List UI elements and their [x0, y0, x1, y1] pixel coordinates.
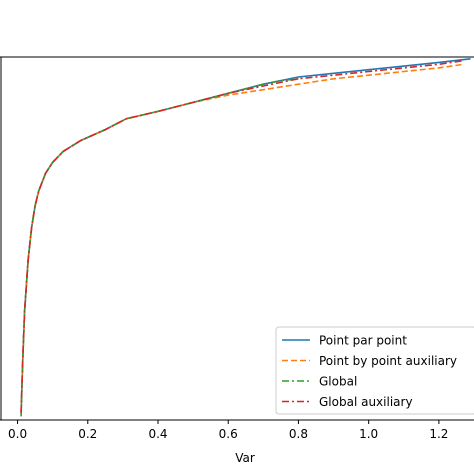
legend-label: Global auxiliary [319, 395, 413, 409]
x-tick-label: 0.2 [78, 427, 97, 441]
x-axis-label: Var [235, 451, 255, 465]
legend-label: Point by point auxiliary [319, 354, 457, 368]
x-tick-label: 0.6 [219, 427, 238, 441]
legend-box [275, 326, 474, 415]
x-tick-label: 1.2 [429, 427, 448, 441]
axes-layer: 0.0 0.2 0.4 0.6 0.8 1.0 1.2 [0, 56, 474, 441]
legend: Point par point Point by point auxiliary G… [275, 326, 474, 415]
legend-label: Global [319, 375, 357, 389]
x-tick-label: 0.0 [8, 427, 27, 441]
legend-label: Point par point [319, 334, 407, 348]
x-tick-label: 0.8 [289, 427, 308, 441]
x-tick-label: 1.0 [359, 427, 378, 441]
series-line-3 [20, 78, 299, 417]
series-line-4 [20, 59, 464, 413]
x-tick-label: 0.4 [148, 427, 167, 441]
series-layer [20, 58, 471, 417]
